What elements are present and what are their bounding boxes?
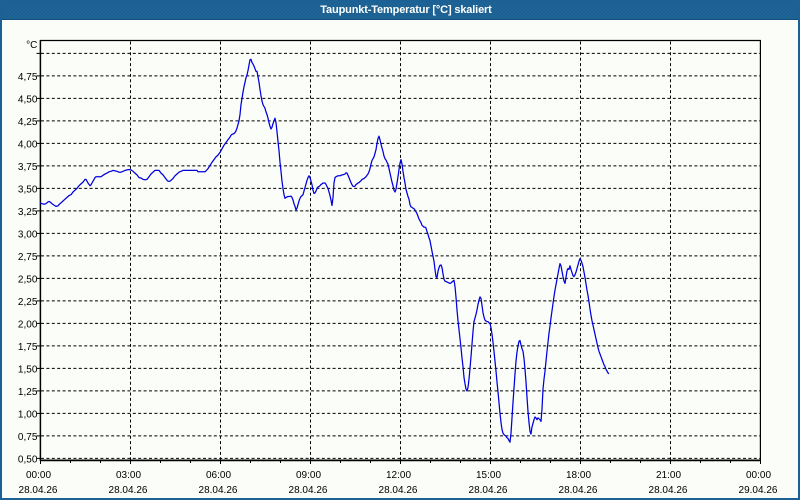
svg-text:00:00: 00:00: [746, 470, 771, 481]
svg-text:28.04.26: 28.04.26: [199, 485, 238, 496]
svg-text:28.04.26: 28.04.26: [289, 485, 328, 496]
svg-text:28.04.26: 28.04.26: [469, 485, 508, 496]
svg-text:4,25: 4,25: [18, 117, 38, 128]
svg-text:28.04.26: 28.04.26: [379, 485, 418, 496]
svg-text:2,50: 2,50: [18, 275, 38, 286]
svg-text:1,75: 1,75: [18, 342, 38, 353]
svg-text:4,00: 4,00: [18, 140, 38, 151]
svg-text:00:00: 00:00: [26, 470, 51, 481]
svg-text:3,75: 3,75: [18, 162, 38, 173]
svg-text:4,75: 4,75: [18, 72, 38, 83]
svg-text:28.04.26: 28.04.26: [559, 485, 598, 496]
svg-text:1,00: 1,00: [18, 410, 38, 421]
svg-text:2,25: 2,25: [18, 297, 38, 308]
svg-text:12:00: 12:00: [386, 470, 411, 481]
svg-text:28.04.26: 28.04.26: [19, 485, 58, 496]
svg-text:06:00: 06:00: [206, 470, 231, 481]
svg-text:15:00: 15:00: [476, 470, 501, 481]
svg-text:18:00: 18:00: [566, 470, 591, 481]
svg-text:3,50: 3,50: [18, 185, 38, 196]
svg-text:1,25: 1,25: [18, 387, 38, 398]
svg-text:29.04.26: 29.04.26: [739, 485, 778, 496]
svg-text:°C: °C: [26, 40, 37, 51]
svg-text:28.04.26: 28.04.26: [649, 485, 688, 496]
svg-text:2,75: 2,75: [18, 252, 38, 263]
svg-text:03:00: 03:00: [116, 470, 141, 481]
svg-text:28.04.26: 28.04.26: [109, 485, 148, 496]
svg-text:21:00: 21:00: [656, 470, 681, 481]
svg-text:2,00: 2,00: [18, 320, 38, 331]
svg-text:09:00: 09:00: [296, 470, 321, 481]
svg-text:1,50: 1,50: [18, 365, 38, 376]
svg-text:4,50: 4,50: [18, 95, 38, 106]
svg-text:0,75: 0,75: [18, 432, 38, 443]
svg-text:3,00: 3,00: [18, 230, 38, 241]
svg-text:3,25: 3,25: [18, 207, 38, 218]
svg-text:0,50: 0,50: [18, 455, 38, 466]
